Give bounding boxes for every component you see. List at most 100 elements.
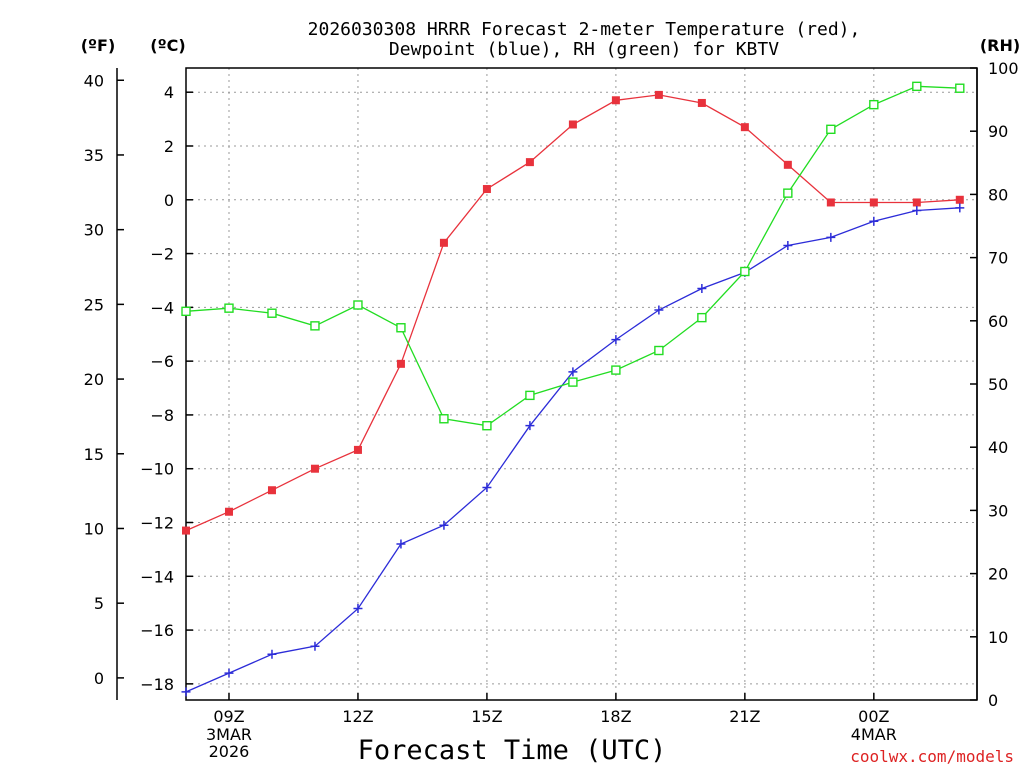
dewpoint-point (224, 668, 234, 678)
temperature-point (697, 98, 706, 107)
temperature-point (439, 238, 448, 247)
dewpoint-series-line (185, 207, 960, 693)
fahrenheit-tick-label: 0 (94, 669, 104, 688)
x-axis-title: Forecast Time (UTC) (358, 735, 667, 766)
dewpoint-point (482, 483, 492, 493)
dewpoint-point (181, 687, 191, 697)
rh-unit-label: (RH) (980, 36, 1020, 55)
temperature-point (912, 198, 921, 207)
temperature-point (224, 507, 233, 516)
rh-tick-label: 70 (988, 249, 1008, 268)
celsius-tick-label: −2 (150, 245, 174, 264)
chart-title-line-1: 2026030308 HRRR Forecast 2-meter Tempera… (308, 19, 861, 40)
fahrenheit-tick-label: 5 (94, 594, 104, 613)
rh-point (353, 300, 363, 310)
chart-title-line-2: Dewpoint (blue), RH (green) for KBTV (389, 39, 779, 60)
fahrenheit-tick-label: 40 (84, 71, 104, 90)
dewpoint-point (353, 604, 363, 614)
celsius-tick-label: −6 (150, 352, 174, 371)
celsius-unit-label: (ºC) (150, 36, 185, 55)
rh-point (267, 308, 277, 318)
x-tick-label: 12Z (342, 707, 373, 726)
temperature-point (783, 160, 792, 169)
dewpoint-point (310, 641, 320, 651)
rh-point (482, 421, 492, 431)
dewpoint-point (912, 206, 922, 216)
dewpoint-point (439, 520, 449, 530)
rh-point (955, 83, 965, 93)
x-tick-label: 18Z (600, 707, 631, 726)
x-tick-label: 09Z (213, 707, 244, 726)
fahrenheit-tick-label: 15 (84, 445, 104, 464)
dewpoint-point (267, 649, 277, 659)
fahrenheit-tick-label: 35 (84, 146, 104, 165)
rh-point (439, 414, 449, 424)
grid-lines (186, 68, 977, 700)
dewpoint-point (826, 232, 836, 242)
rh-tick-label: 20 (988, 565, 1008, 584)
rh-point (912, 81, 922, 92)
temperature-point (525, 158, 534, 167)
rh-point (568, 377, 578, 387)
source-credit: coolwx.com/models (850, 747, 1014, 766)
x-date-label: 4MAR (851, 725, 897, 744)
rh-point (396, 323, 406, 333)
celsius-tick-label: 4 (164, 83, 174, 102)
dewpoint-point (783, 240, 793, 250)
celsius-tick-label: −12 (140, 514, 174, 533)
temperature-point (740, 123, 749, 132)
temperature-point (482, 185, 491, 194)
temperature-series-line (185, 94, 960, 532)
plot-frame (185, 67, 978, 701)
rh-tick-label: 40 (988, 438, 1008, 457)
celsius-tick-label: −16 (140, 621, 174, 640)
fahrenheit-unit-label: (ºF) (81, 36, 116, 55)
rh-point (783, 188, 793, 198)
celsius-tick-label: −4 (150, 298, 174, 317)
fahrenheit-tick-label: 25 (84, 295, 104, 314)
temperature-point (353, 445, 362, 454)
celsius-tick-label: −18 (140, 675, 174, 694)
rh-point (869, 99, 879, 110)
x-date-label: 3MAR (206, 725, 252, 744)
temperature-point (267, 486, 276, 495)
rh-point (697, 312, 707, 323)
x-tick-label: 15Z (471, 707, 502, 726)
rh-tick-label: 100 (988, 59, 1019, 78)
temperature-point (869, 198, 878, 207)
fahrenheit-tick-label: 30 (84, 221, 104, 240)
rh-point (654, 345, 664, 356)
celsius-tick-label: −8 (150, 406, 174, 425)
rh-tick-label: 0 (988, 691, 998, 710)
rh-tick-label: 10 (988, 628, 1008, 647)
x-tick-label: 00Z (858, 707, 889, 726)
celsius-tick-label: −14 (140, 567, 174, 586)
dewpoint-point (396, 539, 406, 549)
temperature-point (955, 195, 964, 204)
rh-point (525, 390, 535, 401)
fahrenheit-tick-label: 20 (84, 370, 104, 389)
temperature-point (396, 359, 405, 368)
dewpoint-point (611, 335, 621, 345)
rh-point (740, 266, 750, 277)
dewpoint-point (568, 367, 578, 377)
rh-tick-label: 50 (988, 375, 1008, 394)
temperature-point (826, 198, 835, 207)
dewpoint-point (697, 284, 707, 294)
rh-tick-label: 30 (988, 501, 1008, 520)
temperature-point (182, 526, 190, 535)
dewpoint-point (869, 216, 879, 226)
rh-tick-label: 60 (988, 312, 1008, 331)
dewpoint-point (525, 421, 535, 431)
data-series (181, 81, 965, 697)
celsius-tick-label: −10 (140, 460, 174, 479)
temperature-point (310, 464, 319, 473)
dewpoint-point (955, 203, 965, 213)
temperature-point (611, 96, 620, 105)
dewpoint-point (654, 305, 664, 315)
x-tick-label: 21Z (729, 707, 760, 726)
rh-tick-label: 90 (988, 122, 1008, 141)
rh-point (826, 124, 836, 135)
